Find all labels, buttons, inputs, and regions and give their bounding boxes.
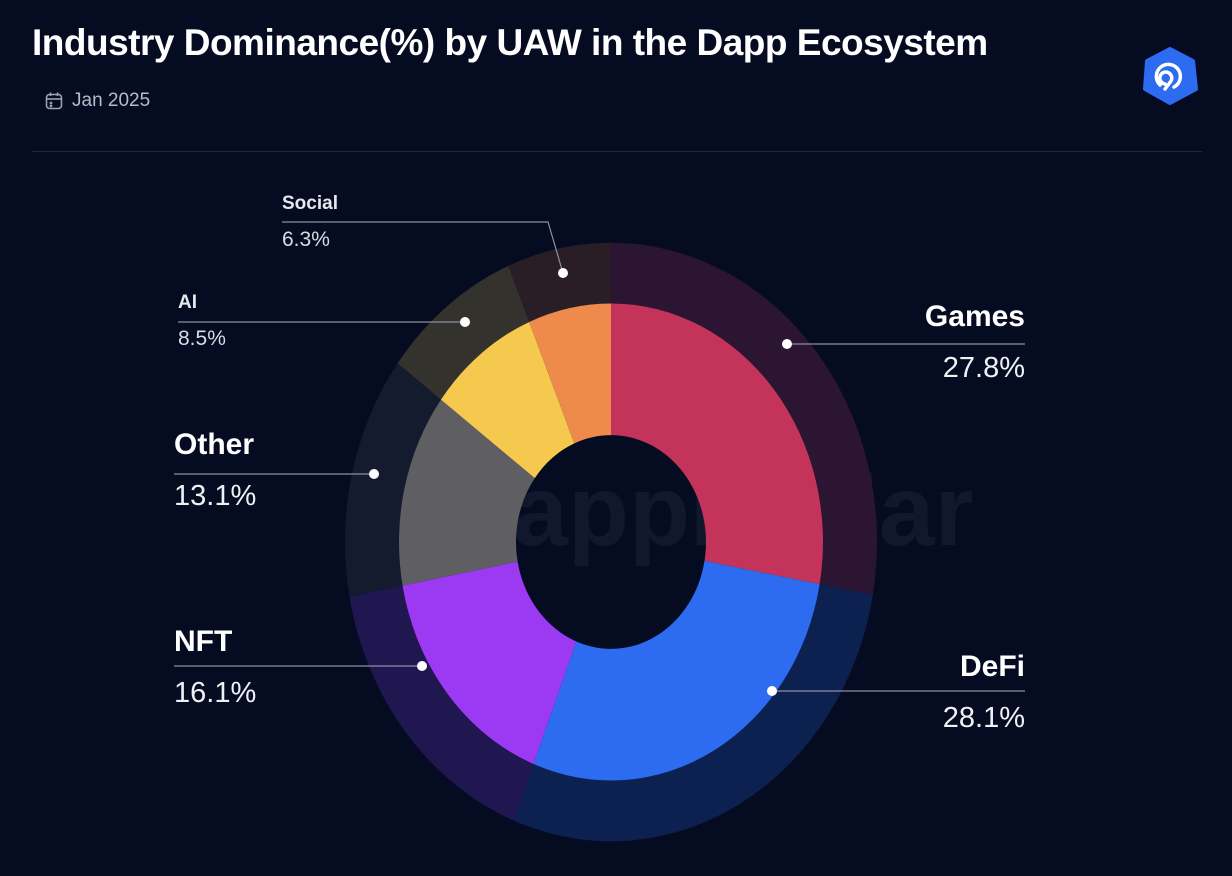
leader-dot-defi	[767, 686, 777, 696]
category-value: 6.3%	[282, 228, 330, 251]
outer-ring-other	[345, 363, 441, 597]
dappradar-logo	[1141, 47, 1199, 110]
outer-ring-social	[508, 242, 611, 322]
category-value: 8.5%	[178, 327, 226, 350]
date-label: Jan 2025	[44, 90, 150, 112]
category-name: Games	[924, 300, 1025, 333]
label-ai: AI 8.5%	[178, 292, 226, 351]
slice-defi[interactable]	[533, 560, 820, 781]
category-value: 27.8%	[942, 352, 1025, 384]
slice-games[interactable]	[611, 303, 823, 585]
category-name: Other	[174, 428, 255, 461]
slice-other[interactable]	[399, 399, 535, 586]
category-value: 13.1%	[174, 480, 257, 512]
slice-ai[interactable]	[440, 321, 575, 479]
label-defi: DeFi 28.1%	[943, 650, 1025, 735]
leader-dot-games	[782, 339, 792, 349]
slice-social[interactable]	[529, 303, 611, 444]
date-text: Jan 2025	[72, 90, 151, 111]
leader-line-social	[282, 221, 564, 274]
label-other: Other 13.1%	[174, 428, 256, 513]
category-value: 16.1%	[174, 677, 257, 709]
outer-ring-ai	[397, 265, 530, 400]
category-name: DeFi	[959, 650, 1025, 683]
label-games: Games 27.8%	[925, 300, 1025, 385]
leader-dot-ai	[460, 317, 470, 327]
category-name: NFT	[174, 625, 233, 658]
category-name: AI	[178, 292, 197, 313]
leader-dot-nft	[417, 661, 427, 671]
leader-dot-social	[558, 268, 568, 278]
slice-nft[interactable]	[402, 561, 577, 764]
outer-ring-nft	[349, 585, 534, 821]
category-value: 28.1%	[942, 702, 1025, 734]
header-divider	[32, 151, 1202, 152]
chart-title: Industry Dominance(%) by UAW in the Dapp…	[32, 22, 988, 63]
outer-ring-defi	[513, 584, 873, 842]
label-nft: NFT 16.1%	[174, 625, 256, 710]
category-name: Social	[282, 193, 338, 214]
outer-ring-games	[611, 242, 877, 595]
label-social: Social 6.3%	[282, 193, 338, 252]
leader-dot-other	[369, 469, 379, 479]
calendar-icon	[45, 92, 63, 110]
